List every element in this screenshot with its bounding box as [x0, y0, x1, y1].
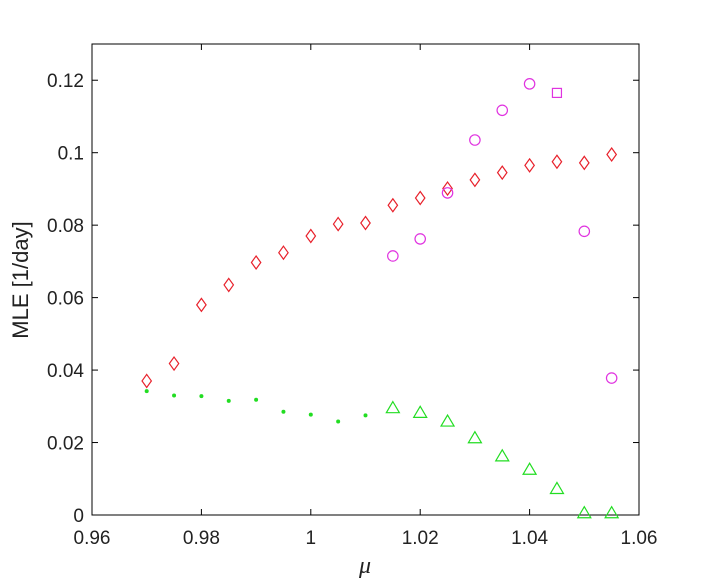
diamond-marker — [551, 154, 563, 170]
x-axis: 0.96 0.98 1 1.02 1.04 1.06 — [74, 44, 658, 549]
data-marks — [141, 78, 620, 519]
dot-marker — [308, 412, 313, 417]
triangle-marker — [440, 413, 456, 427]
triangle-marker — [549, 481, 565, 495]
circle-marker — [496, 104, 509, 117]
circle-marker — [469, 134, 481, 146]
diamond-marker — [578, 155, 590, 171]
dot-marker — [144, 389, 149, 394]
y-axis: 0 0.02 0.04 0.06 0.08 0.1 0.12 — [47, 71, 639, 527]
diamond-marker — [141, 373, 153, 389]
triangle-marker — [576, 505, 592, 519]
triangle-marker — [412, 405, 428, 418]
triangle-marker — [494, 448, 510, 462]
diamond-marker — [168, 356, 180, 372]
y-tick-label: 0.1 — [58, 144, 84, 165]
dot-marker — [199, 394, 204, 399]
square-marker — [551, 87, 563, 99]
x-tick-label: 1 — [306, 528, 317, 549]
diamond-marker — [360, 215, 371, 231]
diamond-marker — [195, 297, 207, 313]
dot-marker — [281, 409, 286, 414]
plot-area-frame — [91, 43, 640, 516]
x-tick-label: 1.02 — [402, 528, 439, 549]
diamond-marker — [305, 228, 317, 244]
triangle-marker — [604, 505, 620, 519]
y-tick-label: 0.04 — [47, 361, 84, 382]
triangle-marker — [522, 462, 538, 475]
x-tick-label: 0.98 — [183, 528, 220, 549]
diamond-marker — [332, 216, 344, 232]
diamond-marker — [469, 172, 481, 188]
dot-marker — [226, 398, 231, 403]
y-tick-label: 0.08 — [47, 216, 84, 237]
x-tick-label: 1.06 — [621, 528, 658, 549]
circle-marker — [414, 233, 426, 245]
diamond-marker — [524, 157, 536, 173]
diamond-marker — [496, 165, 508, 181]
diamond-marker — [223, 277, 235, 293]
triangle-marker — [467, 430, 483, 444]
diamond-marker — [278, 245, 289, 261]
y-axis-label: MLE [1/day] — [8, 221, 33, 338]
y-tick-label: 0 — [73, 506, 84, 527]
dot-marker — [254, 397, 259, 402]
diamond-marker — [442, 181, 453, 197]
x-axis-label: μ — [358, 553, 371, 579]
y-tick-label: 0.02 — [47, 434, 84, 455]
diamond-marker — [414, 190, 426, 206]
x-tick-label: 0.96 — [74, 528, 111, 549]
circle-marker — [578, 225, 591, 238]
circle-marker — [441, 187, 454, 199]
y-tick-label: 0.12 — [47, 71, 84, 92]
dot-marker — [336, 419, 341, 424]
x-tick-label: 1.04 — [511, 528, 548, 549]
diamond-marker — [606, 146, 618, 163]
triangle-marker — [385, 400, 401, 414]
circle-marker — [387, 250, 399, 262]
circle-marker — [605, 372, 618, 384]
circle-marker — [523, 78, 536, 90]
dot-marker — [363, 413, 368, 418]
dot-marker — [172, 393, 177, 398]
y-tick-label: 0.06 — [47, 289, 84, 310]
diamond-marker — [250, 254, 262, 270]
diamond-marker — [387, 197, 399, 213]
